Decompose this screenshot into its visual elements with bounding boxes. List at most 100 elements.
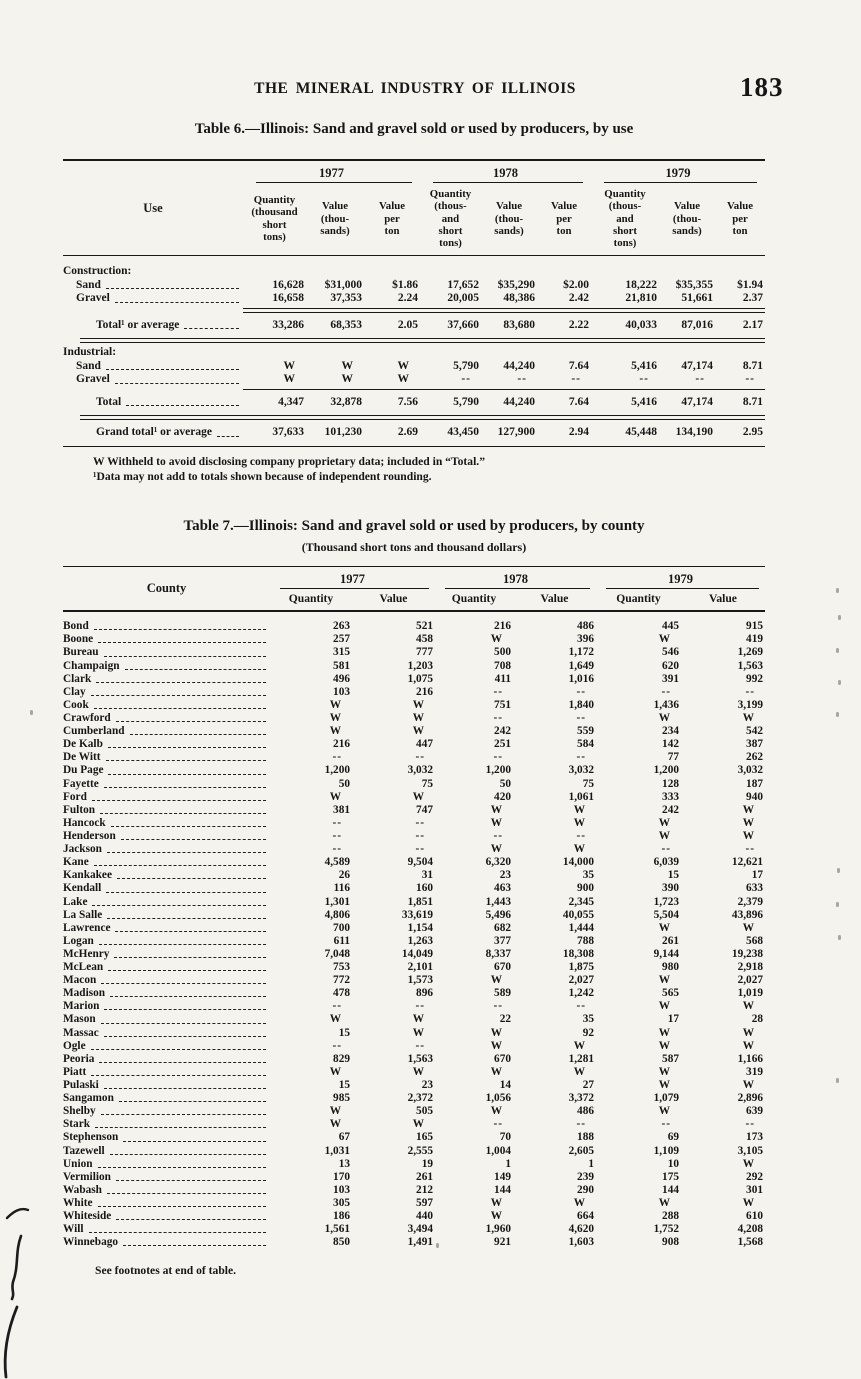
table7-cell: 589: [494, 987, 511, 1000]
table7: Table 7.—Illinois: Sand and gravel sold …: [63, 518, 765, 1277]
county-label-cell: Pulaski: [63, 1079, 270, 1092]
column-header: Quantity (thous- and short tons): [429, 188, 472, 250]
table7-cell: 17: [751, 869, 763, 882]
dash-leader: [124, 660, 266, 670]
table7-cell: 50: [338, 777, 350, 790]
table7-cell: 1,109: [653, 1144, 679, 1157]
table7-cell: 75: [421, 777, 433, 790]
table7-cell: W: [742, 1026, 755, 1039]
column-header: Value per ton: [550, 200, 577, 237]
table7-cell: 175: [662, 1170, 679, 1183]
county-label-cell: Stephenson: [63, 1131, 270, 1144]
table7-cell: 2,372: [407, 1092, 433, 1105]
table7-row: Madison 478 896 589 1,242 565 1,019: [63, 987, 765, 1000]
table7-cell: W: [658, 711, 671, 724]
county-name: Tazewell: [63, 1144, 105, 1157]
table7-cell: 1,016: [568, 672, 594, 685]
table7-cell: 26: [338, 869, 350, 882]
table7-cell: W: [412, 1026, 425, 1039]
table7-row: De Witt -- -- -- -- 77 262: [63, 751, 765, 764]
table7-cell: --: [576, 685, 586, 698]
table7-row: Fulton 381 747 W W 242 W: [63, 804, 765, 817]
table7-cell: 301: [746, 1183, 763, 1196]
table6-cell: 5,790: [453, 359, 479, 372]
table7-row: Henderson -- -- -- -- W W: [63, 830, 765, 843]
table7-cell: 747: [416, 803, 433, 816]
table6-row: Construction:: [63, 265, 765, 279]
county-name: Ogle: [63, 1039, 86, 1052]
county-label-cell: Mason: [63, 1013, 270, 1026]
row-label: Industrial:: [63, 346, 117, 359]
table7-cell: 992: [746, 672, 763, 685]
table6-cell: 47,174: [681, 359, 713, 372]
column-header: Value: [379, 592, 408, 605]
table7-cell: 128: [662, 777, 679, 790]
table6-title: Table 6.—Illinois: Sand and gravel sold …: [194, 121, 634, 137]
table7-cell: W: [573, 1065, 586, 1078]
table6-cell: 2.24: [397, 292, 418, 305]
table6-cell: $31,000: [324, 278, 362, 291]
table7-header: County 1977 Quantity Value 1978 Quantity…: [63, 566, 765, 613]
county-label-cell: Marion: [63, 1000, 270, 1013]
table7-row: De Kalb 216 447 251 584 142 387: [63, 738, 765, 751]
table6: Table 6.—Illinois: Sand and gravel sold …: [63, 121, 765, 485]
table7-cell: 4,806: [324, 908, 350, 921]
dash-leader: [107, 909, 266, 919]
dash-leader: [90, 686, 266, 696]
table7-cell: 1,200: [324, 764, 350, 777]
county-name: De Kalb: [63, 738, 103, 751]
dash-leader: [93, 620, 266, 631]
table7-cell: 1,563: [407, 1052, 433, 1065]
dash-leader: [123, 1236, 266, 1247]
table7-cell: 2,379: [737, 895, 763, 908]
county-label-cell: Logan: [63, 935, 270, 948]
table7-cell: W: [742, 1157, 755, 1170]
table7-cell: 239: [577, 1170, 594, 1183]
table7-cell: 2,605: [568, 1144, 594, 1157]
table7-cell: --: [576, 1000, 586, 1013]
row-label: Grand total¹ or average: [96, 426, 212, 439]
county-name: Boone: [63, 633, 94, 646]
table7-cell: 565: [662, 987, 679, 1000]
table7-cell: W: [658, 974, 671, 987]
table7-cell: 486: [577, 620, 594, 633]
table7-cell: 581: [333, 659, 350, 672]
pen-mark-corner: [3, 1305, 19, 1379]
row-label: Construction:: [63, 265, 132, 278]
table7-cell: 1,056: [485, 1092, 511, 1105]
table7-cell: 9,144: [653, 947, 679, 960]
table7-cell: 67: [338, 1131, 350, 1144]
table7-cell: 915: [746, 620, 763, 633]
table7-cell: 170: [333, 1170, 350, 1183]
county-label-cell: Madison: [63, 987, 270, 1000]
table7-row: Piatt W W W W W 319: [63, 1066, 765, 1079]
year-label: 1979: [665, 166, 691, 180]
county-name: Ford: [63, 790, 87, 803]
table7-cell: 542: [746, 725, 763, 738]
column-header: Value per ton: [378, 200, 405, 237]
table7-cell: 234: [662, 725, 679, 738]
table7-cell: 75: [582, 777, 594, 790]
table7-cell: 2,896: [737, 1092, 763, 1105]
table7-cell: 292: [746, 1170, 763, 1183]
table6-cell: 18,222: [625, 278, 657, 291]
county-name: Will: [63, 1223, 84, 1236]
table7-cell: 2,027: [568, 974, 594, 987]
table7-row: Champaign 581 1,203 708 1,649 620 1,563: [63, 660, 765, 673]
table7-cell: 116: [333, 882, 350, 895]
county-label-cell: Champaign: [63, 660, 270, 673]
table7-cell: W: [573, 1039, 586, 1052]
table7-cell: W: [329, 1065, 342, 1078]
table-rule: [63, 445, 765, 447]
table7-cell: 1,075: [407, 672, 433, 685]
table6-row: Gravel W W W -- -- -- -- -- --: [63, 373, 765, 387]
table7-cell: 664: [577, 1210, 594, 1223]
table7-row: Peoria 829 1,563 670 1,281 587 1,166: [63, 1053, 765, 1066]
dash-leader: [115, 1171, 266, 1181]
county-label-cell: La Salle: [63, 909, 270, 922]
table6-cell: $35,290: [497, 278, 535, 291]
table7-cell: 1,242: [568, 987, 594, 1000]
table7-cell: 682: [494, 921, 511, 934]
row-label: Gravel: [76, 292, 110, 305]
table7-cell: 478: [333, 987, 350, 1000]
